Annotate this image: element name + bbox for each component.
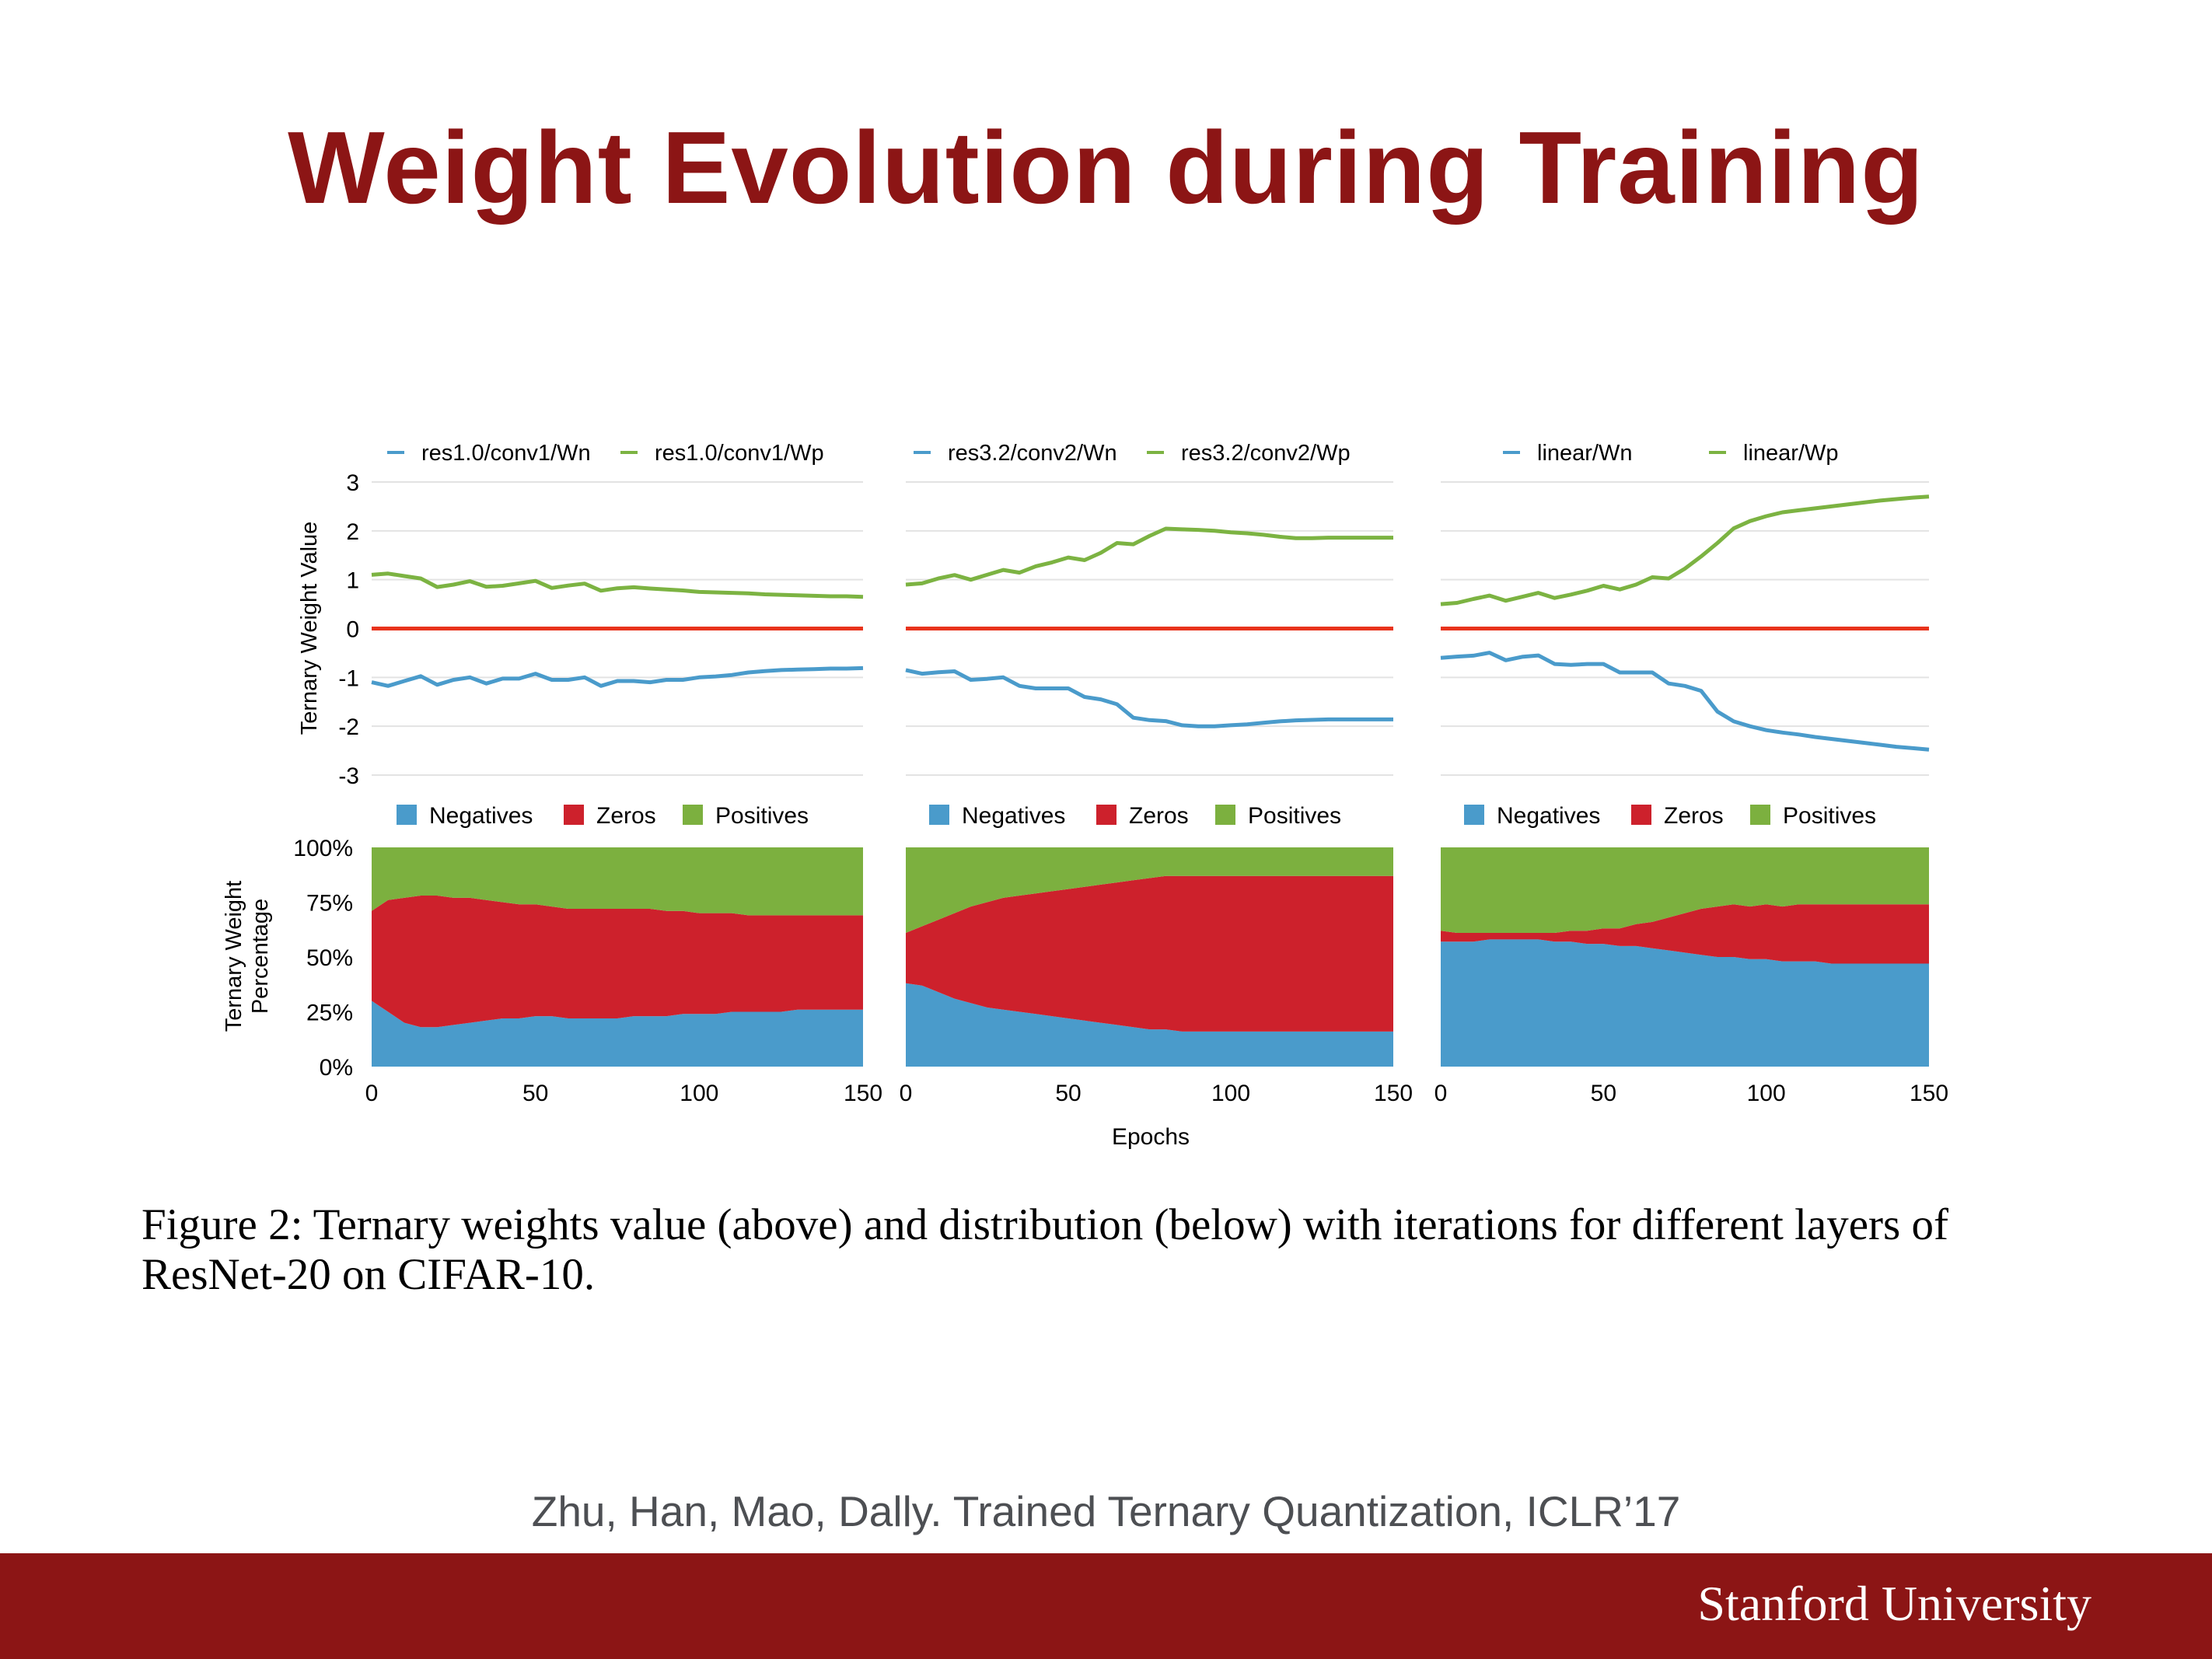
y-tick-label: 0% [320, 1055, 353, 1081]
legend-label: res1.0/conv1/Wn [421, 441, 591, 466]
x-tick-label: 0 [365, 1081, 379, 1106]
area-negatives [1441, 939, 1929, 1067]
legend-label: Zeros [1129, 803, 1189, 829]
y-tick-label: 2 [346, 519, 359, 545]
x-tick-label: 100 [1747, 1081, 1786, 1106]
legend-swatch [564, 805, 584, 825]
legend-label: Zeros [596, 803, 656, 829]
legend-label: Positives [715, 803, 809, 829]
legend-swatch [1750, 805, 1770, 825]
area-zeros [372, 896, 863, 1028]
slide-title: Weight Evolution during Training [288, 110, 1924, 225]
legend-swatch [683, 805, 703, 825]
area-negatives [372, 1001, 863, 1067]
y-tick-label: -3 [338, 763, 359, 789]
series-line-wp [371, 571, 864, 599]
y-axis-label-top: Ternary Weight Value [297, 522, 322, 735]
legend-label: Zeros [1664, 803, 1724, 829]
y-axis-label-bottom: Ternary Weight [222, 881, 246, 1032]
x-tick-label: 50 [522, 1081, 548, 1106]
y-tick-label: 25% [306, 1001, 353, 1026]
x-tick-label: 50 [1055, 1081, 1081, 1106]
series-line-wn [371, 665, 864, 688]
legend-label: res3.2/conv2/Wn [948, 441, 1117, 466]
series-line-wn [1440, 651, 1930, 752]
weight-evolution-figure: res1.0/conv1/Wn res1.0/conv1/Wp res3.2/con… [222, 441, 1948, 1150]
y-tick-label: 3 [346, 470, 359, 496]
footer-bar: Stanford University [0, 1553, 2212, 1659]
legend-swatch [1215, 805, 1235, 825]
y-axis-label-bottom: Percentage [248, 899, 273, 1014]
citation: Zhu, Han, Mao, Dally. Trained Ternary Qu… [531, 1487, 1681, 1535]
legend-label: Negatives [1497, 803, 1600, 829]
legend-label: res1.0/conv1/Wp [655, 441, 824, 466]
legend-label: Positives [1783, 803, 1876, 829]
legend-label: Positives [1248, 803, 1341, 829]
x-tick-label: 100 [680, 1081, 718, 1106]
legend-label: res3.2/conv2/Wp [1181, 441, 1351, 466]
legend-swatch [1631, 805, 1651, 825]
x-tick-label: 150 [844, 1081, 882, 1106]
series-line-wp [1440, 494, 1930, 606]
series-line-wp [905, 526, 1393, 587]
x-tick-label: 0 [1434, 1081, 1448, 1106]
area-zeros [906, 875, 1393, 1032]
area-positives [906, 847, 1393, 933]
area-positives [372, 847, 863, 916]
legend-swatch [929, 805, 949, 825]
x-tick-label: 150 [1910, 1081, 1948, 1106]
legend-swatch [1464, 805, 1484, 825]
y-tick-label: 75% [306, 891, 353, 917]
area-positives [1441, 847, 1929, 933]
legend-label: Negatives [429, 803, 533, 829]
legend-label: linear/Wn [1537, 441, 1633, 466]
legend-swatch [1096, 805, 1116, 825]
figure-caption: Figure 2: Ternary weights value (above) … [142, 1200, 1948, 1299]
x-tick-label: 150 [1374, 1081, 1413, 1106]
y-tick-label: -2 [338, 714, 359, 740]
area-zeros [1441, 904, 1929, 964]
series-line-wn [905, 668, 1393, 728]
y-tick-label: 100% [293, 836, 353, 861]
legend-swatch [397, 805, 417, 825]
y-tick-label: 1 [346, 568, 359, 594]
legend-label: Negatives [962, 803, 1065, 829]
x-tick-label: 50 [1591, 1081, 1616, 1106]
y-tick-label: -1 [338, 665, 359, 691]
x-tick-label: 0 [900, 1081, 913, 1106]
x-tick-label: 100 [1211, 1081, 1250, 1106]
y-tick-label: 0 [346, 617, 359, 643]
x-axis-label: Epochs [1112, 1124, 1190, 1150]
legend-label: linear/Wp [1743, 441, 1839, 466]
area-negatives [906, 983, 1393, 1067]
y-tick-label: 50% [306, 945, 353, 971]
stanford-logo: Stanford University [1697, 1576, 2091, 1631]
